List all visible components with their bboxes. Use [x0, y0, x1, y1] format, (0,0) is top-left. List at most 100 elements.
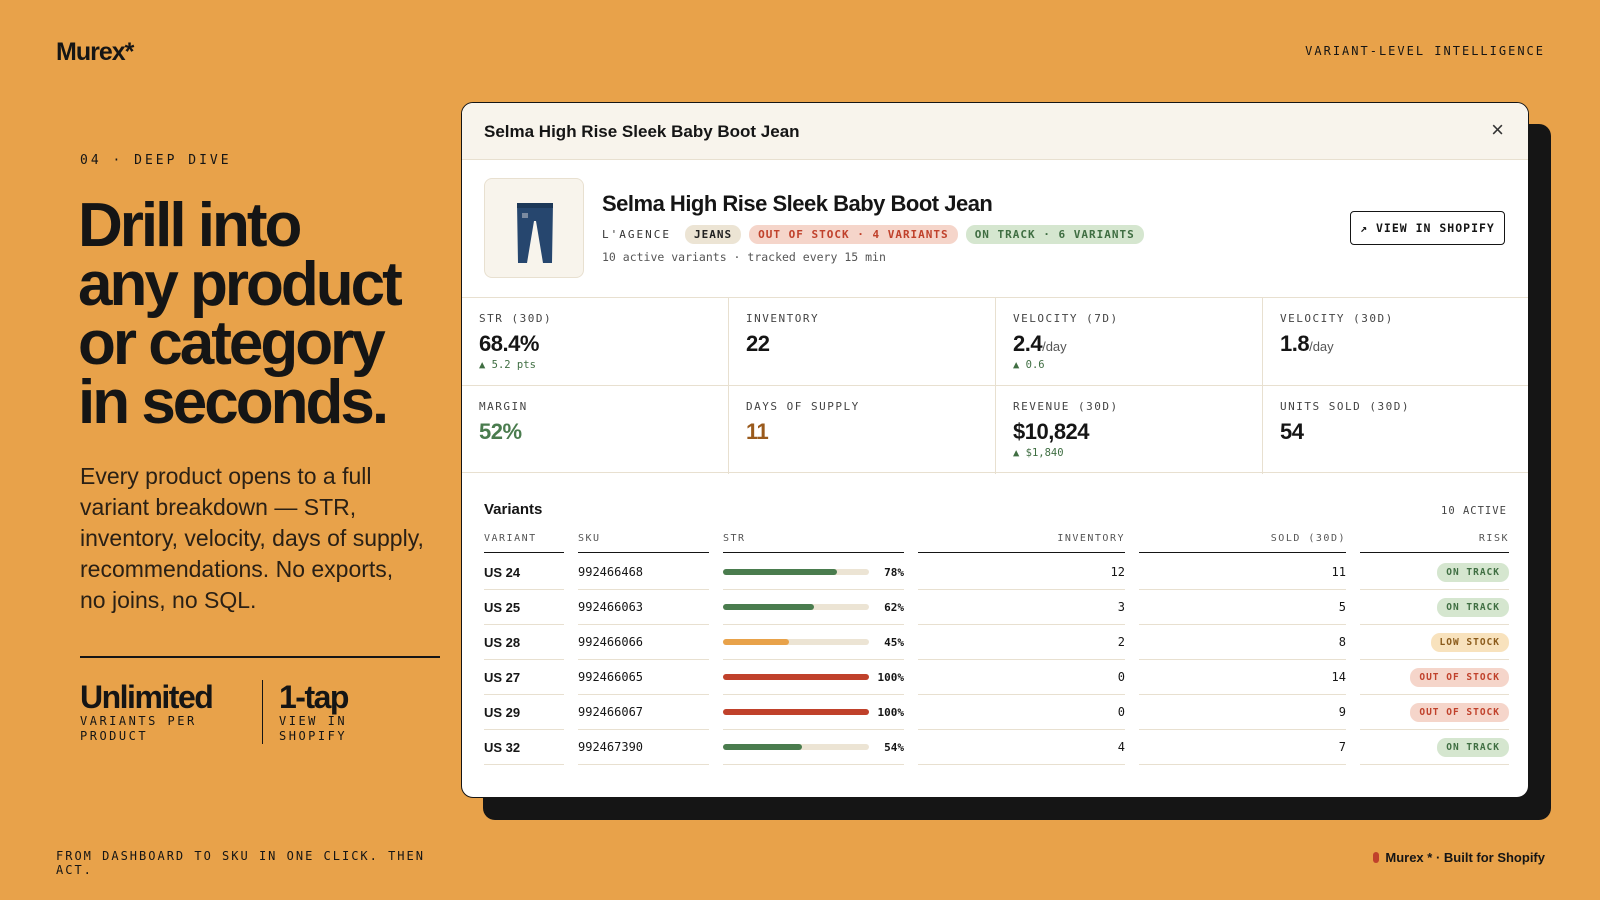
column-header: SOLD (30D): [1139, 533, 1346, 553]
metric-label: REVENUE (30D): [1013, 400, 1119, 413]
sold: 14: [1331, 670, 1346, 684]
str-bar: [723, 639, 789, 645]
product-image: [484, 178, 584, 278]
metric-label: STR (30D): [479, 312, 553, 325]
table-cell: 0: [918, 660, 1125, 695]
metric-label: DAYS OF SUPPLY: [746, 400, 860, 413]
str-label: 45%: [884, 635, 904, 649]
table-cell: 62%: [723, 590, 904, 625]
headline-line: in seconds.: [78, 368, 389, 437]
inventory: 12: [1110, 565, 1125, 579]
sold: 5: [1338, 600, 1346, 614]
metric-number: 1.8: [1280, 331, 1310, 356]
metric-delta: ▲ 0.6: [1013, 359, 1045, 371]
metric: INVENTORY 22: [729, 298, 996, 386]
str-track: [723, 709, 869, 715]
headline: Drill into any product or category in secon…: [78, 191, 403, 437]
risk-badge: LOW STOCK: [1430, 632, 1509, 652]
metric-number: 11: [746, 419, 769, 444]
headline-line: any product: [78, 250, 403, 319]
table-cell: 2: [918, 625, 1125, 660]
view-in-shopify-button[interactable]: ↗ VIEW IN SHOPIFY: [1350, 211, 1505, 245]
sold: 9: [1338, 705, 1346, 719]
str-label: 78%: [884, 565, 904, 579]
jeans-icon: [517, 203, 553, 263]
metric-value: $10,824: [1013, 419, 1245, 445]
metric: VELOCITY (7D) 2.4/day ▲ 0.6: [996, 298, 1263, 386]
stat: Unlimited VARIANTS PER PRODUCT: [80, 680, 236, 744]
table-cell: LOW STOCK: [1360, 625, 1509, 660]
metric-unit: /day: [1042, 339, 1067, 354]
close-button[interactable]: ×: [1491, 117, 1504, 142]
str-track: [723, 604, 869, 610]
table-cell: US 27: [484, 660, 564, 695]
metric-value: 1.8/day: [1280, 331, 1513, 357]
table-cell: US 24: [484, 555, 564, 590]
metric-value: 11: [746, 419, 978, 445]
table-cell: 45%: [723, 625, 904, 660]
footer-brand-text: Murex * · Built for Shopify: [1385, 850, 1545, 865]
table-cell: 54%: [723, 730, 904, 765]
str-label: 100%: [877, 705, 905, 719]
table-cell: 0: [918, 695, 1125, 730]
str-bar: [723, 674, 869, 680]
table-cell: ON TRACK: [1360, 555, 1509, 590]
metric-number: 2.4: [1013, 331, 1043, 356]
metric-unit: /day: [1309, 339, 1334, 354]
column-header: SKU: [578, 533, 709, 553]
risk-badge: ON TRACK: [1437, 562, 1509, 582]
str-label: 54%: [884, 740, 904, 754]
table-cell: 992467390: [578, 730, 709, 765]
table-cell: 992466066: [578, 625, 709, 660]
brand: L'AGENCE: [602, 228, 671, 241]
active-count: 10 ACTIVE: [1441, 505, 1507, 517]
risk-badge: OUT OF STOCK: [1410, 667, 1509, 687]
sku: 992467390: [578, 740, 644, 754]
str-bar: [723, 604, 814, 610]
table-cell: 14: [1139, 660, 1346, 695]
table-cell: OUT OF STOCK: [1360, 695, 1509, 730]
product-name: Selma High Rise Sleek Baby Boot Jean: [602, 191, 993, 216]
table-cell: US 25: [484, 590, 564, 625]
modal-header: [462, 103, 1528, 160]
table-cell: US 32: [484, 730, 564, 765]
metric-label: MARGIN: [479, 400, 528, 413]
table-cell: 9: [1139, 695, 1346, 730]
table-cell: ON TRACK: [1360, 730, 1509, 765]
inventory: 4: [1117, 740, 1125, 754]
modal: Selma High Rise Sleek Baby Boot Jean × S…: [461, 102, 1529, 798]
stat-value: 1-tap: [279, 679, 349, 715]
table-cell: US 28: [484, 625, 564, 660]
metric: REVENUE (30D) $10,824 ▲ $1,840: [996, 386, 1263, 474]
risk-badge: ON TRACK: [1437, 737, 1509, 757]
table-cell: ON TRACK: [1360, 590, 1509, 625]
stats: Unlimited VARIANTS PER PRODUCT 1-tap VIEW I…: [80, 680, 435, 744]
str-bar: [723, 744, 802, 750]
headline-line: Drill into: [78, 191, 302, 260]
variant: US 27: [484, 669, 521, 685]
table-cell: 78%: [723, 555, 904, 590]
stat-value: Unlimited: [80, 679, 214, 715]
column-header: STR: [723, 533, 904, 553]
column-header: RISK: [1360, 533, 1509, 553]
table-cell: 4: [918, 730, 1125, 765]
metric-label: UNITS SOLD (30D): [1280, 400, 1410, 413]
metric: MARGIN 52%: [462, 386, 729, 474]
eyebrow: VARIANT-LEVEL INTELLIGENCE: [1305, 44, 1545, 58]
sold: 11: [1331, 565, 1346, 579]
section-label: 04 · DEEP DIVE: [80, 153, 232, 168]
footer-brand: Murex * · Built for Shopify: [1373, 850, 1545, 865]
divider: [80, 656, 440, 658]
inventory: 0: [1117, 705, 1125, 719]
table-cell: 100%: [723, 695, 904, 730]
table-cell: 11: [1139, 555, 1346, 590]
metric-label: VELOCITY (7D): [1013, 312, 1119, 325]
tag: OUT OF STOCK · 4 VARIANTS: [749, 225, 958, 244]
variant: US 32: [484, 739, 521, 755]
headline-line: or category: [78, 309, 386, 378]
metric: UNITS SOLD (30D) 54: [1263, 386, 1528, 474]
risk-badge: OUT OF STOCK: [1410, 702, 1509, 722]
sku: 992466067: [578, 705, 644, 719]
table-cell: 992466063: [578, 590, 709, 625]
